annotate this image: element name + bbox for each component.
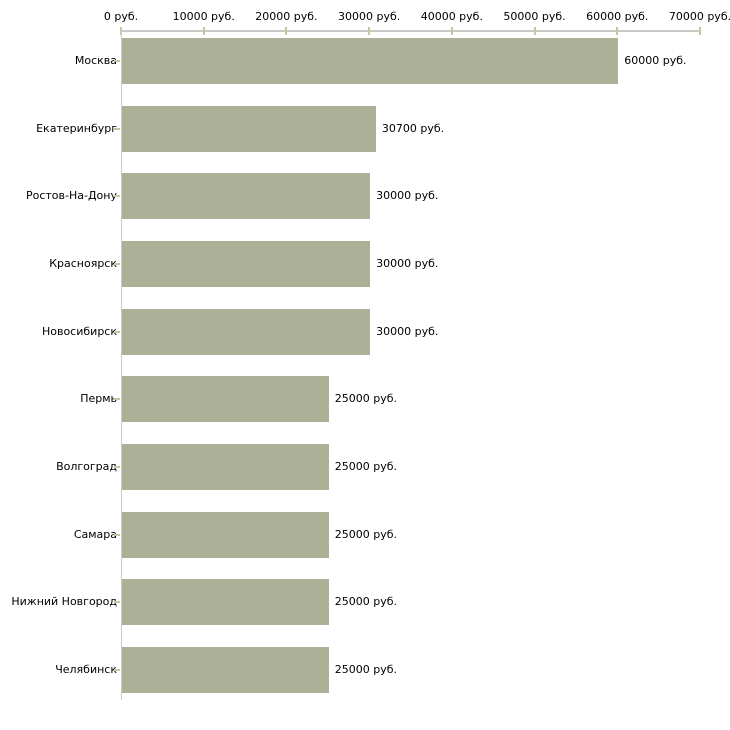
bar [122, 444, 329, 491]
x-axis-tick [202, 27, 205, 35]
bar [122, 308, 371, 355]
y-axis-tick [114, 398, 120, 401]
x-axis-tick [533, 27, 536, 35]
y-axis-tick [114, 533, 120, 536]
bar-value-label: 30000 руб. [376, 189, 439, 203]
bar [122, 241, 371, 287]
category-label: Волгоград [56, 460, 117, 474]
y-axis-tick [114, 195, 120, 198]
bar [122, 173, 371, 220]
category-label: Москва [74, 54, 117, 67]
bar-value-label: 25000 руб. [334, 460, 398, 474]
bar-value-label: 30000 руб. [376, 257, 439, 270]
bar-value-label: 60000 руб. [624, 54, 687, 67]
category-label: Ростов-На-Дону [25, 189, 117, 203]
x-axis-tick-label: 50000 руб. [503, 10, 566, 23]
y-axis-tick [114, 60, 120, 62]
category-label: Екатеринбург [36, 121, 117, 135]
y-axis-tick [114, 466, 120, 469]
bar-value-label: 25000 руб. [334, 392, 398, 406]
y-axis-tick [114, 263, 120, 265]
bar [122, 647, 329, 694]
bar [122, 38, 619, 84]
y-axis-tick [114, 127, 120, 130]
x-axis-tick [698, 27, 701, 35]
x-axis-tick [368, 27, 371, 35]
x-axis-tick-label: 60000 руб. [586, 10, 649, 23]
bar [122, 511, 329, 558]
bar [122, 376, 329, 423]
x-axis-line [121, 30, 700, 32]
x-axis-tick [285, 27, 288, 35]
bar [122, 579, 329, 626]
category-label: Новосибирск [41, 324, 117, 338]
y-axis-tick [114, 669, 120, 672]
category-label: Пермь [80, 392, 117, 406]
bar [122, 105, 376, 152]
x-axis-tick-label: 10000 руб. [172, 10, 235, 23]
x-axis-tick [616, 27, 619, 35]
y-axis-line [121, 30, 122, 700]
y-axis-tick [114, 601, 120, 604]
bar-value-label: 25000 руб. [334, 663, 398, 677]
category-label: Челябинск [55, 663, 117, 677]
x-axis-tick-label: 20000 руб. [255, 10, 318, 23]
bar-value-label: 25000 руб. [334, 595, 398, 609]
x-axis-tick-label: 0 руб. [103, 10, 139, 23]
x-axis-tick [450, 27, 453, 35]
bar-value-label: 25000 руб. [334, 527, 398, 541]
x-axis-tick-label: 70000 руб. [668, 10, 730, 23]
y-axis-tick [114, 330, 120, 333]
category-label: Красноярск [49, 257, 117, 270]
bar-value-label: 30000 руб. [376, 324, 439, 338]
category-label: Нижний Новгород [11, 595, 117, 609]
x-axis-tick-label: 40000 руб. [420, 10, 483, 23]
x-axis-tick-label: 30000 руб. [337, 10, 401, 23]
bar-value-label: 30700 руб. [381, 121, 445, 135]
category-label: Самара [73, 527, 117, 541]
